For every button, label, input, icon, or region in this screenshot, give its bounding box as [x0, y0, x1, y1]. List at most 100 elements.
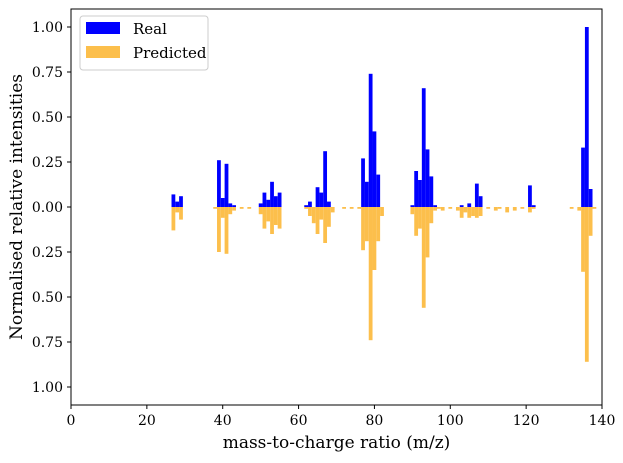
predicted-bar-mz-66 [319, 207, 324, 220]
predicted-bar-mz-113 [497, 207, 502, 209]
predicted-bar-mz-119 [520, 207, 525, 209]
y-axis-ticks: 1.00 0.75 0.50 0.25 0.00 0.25 0.50 0.75 1.00 [32, 20, 71, 396]
predicted-bar-mz-93 [421, 207, 426, 308]
real-bar-mz-93 [421, 88, 426, 207]
predicted-bar-mz-79 [368, 207, 373, 341]
plot-frame [70, 8, 603, 406]
predicted-bar-mz-40 [220, 207, 225, 218]
predicted-bar-mz-90 [410, 207, 415, 215]
predicted-bar-mz-91 [414, 207, 419, 236]
predicted-bar-mz-55 [277, 207, 282, 229]
predicted-bar-mz-117 [512, 207, 517, 211]
y-tick-label: 0.50 [32, 110, 63, 126]
y-tick-label: 0.25 [32, 155, 63, 171]
y-tick-label: 0.50 [32, 290, 63, 306]
predicted-bar-mz-41 [224, 207, 229, 254]
real-bar-mz-27 [171, 194, 176, 207]
predicted-bar-mz-39 [217, 207, 221, 252]
x-tick-label: 80 [366, 413, 384, 429]
x-axis-title: mass-to-charge ratio (m/z) [223, 433, 451, 453]
predicted-bar-mz-122 [531, 207, 536, 209]
predicted-bar-mz-115 [505, 207, 510, 213]
x-tick-label: 100 [437, 413, 464, 429]
predicted-bar-mz-45 [239, 207, 244, 209]
real-bar-mz-121 [528, 185, 532, 207]
predicted-bar-mz-98 [440, 207, 445, 211]
predicted-bar-mz-42 [228, 207, 233, 215]
real-bar-mz-136 [584, 27, 589, 207]
real-bar-mz-80 [372, 131, 377, 207]
real-bar-mz-90 [410, 205, 415, 207]
predicted-bar-mz-81 [376, 207, 381, 242]
predicted-bar-mz-51 [262, 207, 267, 229]
y-tick-label: 1.00 [32, 380, 63, 396]
legend: Real Predicted [79, 15, 209, 71]
x-tick-label: 40 [214, 413, 232, 429]
real-bar-mz-51 [262, 192, 267, 207]
predicted-bar-mz-76 [357, 207, 362, 209]
predicted-bar-mz-102 [455, 207, 460, 211]
predicted-bar-mz-43 [232, 207, 236, 211]
x-tick-label: 0 [67, 413, 76, 429]
predicted-bar-mz-137 [588, 207, 593, 236]
real-bar-mz-81 [376, 174, 381, 207]
real-bar-mz-63 [308, 201, 312, 207]
predicted-bar-mz-82 [380, 207, 384, 216]
predicted-bar-mz-53 [270, 207, 274, 234]
real-bar-mz-53 [270, 181, 274, 207]
y-tick-label: 0.75 [32, 335, 63, 351]
predicted-bar-mz-74 [349, 207, 354, 209]
predicted-bar-mz-103 [459, 207, 464, 218]
real-bar-mz-94 [425, 149, 430, 207]
predicted-bar-mz-92 [418, 207, 422, 229]
real-bar-mz-103 [459, 205, 464, 207]
predicted-bar-mz-62 [304, 207, 309, 209]
predicted-bar-mz-50 [258, 207, 263, 215]
real-bar-mz-52 [266, 199, 271, 207]
predicted-bar-mz-136 [584, 207, 589, 362]
predicted-bar-mz-110 [486, 207, 491, 209]
predicted-bar-mz-77 [361, 207, 365, 251]
real-bar-mz-91 [414, 171, 419, 207]
predicted-bar-mz-132 [569, 207, 574, 209]
real-bar-mz-137 [588, 189, 593, 207]
y-tick-label: 0.75 [32, 65, 63, 81]
plot-area [171, 27, 597, 362]
predicted-bar-mz-108 [478, 207, 483, 216]
x-tick-label: 140 [589, 413, 616, 429]
predicted-bar-mz-95 [429, 207, 434, 224]
predicted-bar-mz-135 [581, 207, 585, 272]
predicted-bar-mz-63 [308, 207, 312, 216]
predicted-bar-mz-80 [372, 207, 377, 270]
real-bar-mz-105 [467, 203, 472, 207]
predicted-bar-mz-106 [471, 207, 475, 216]
real-bar-mz-67 [323, 151, 328, 207]
real-bars [171, 27, 593, 207]
real-bar-mz-95 [429, 176, 434, 207]
real-bar-mz-79 [368, 73, 373, 207]
real-bar-mz-78 [364, 181, 369, 207]
predicted-bar-mz-97 [437, 207, 441, 209]
predicted-bar-mz-94 [425, 207, 430, 258]
predicted-bar-mz-112 [493, 207, 498, 211]
real-bar-mz-92 [418, 180, 422, 207]
real-bar-mz-122 [531, 205, 536, 207]
real-bar-mz-42 [228, 203, 233, 207]
predicted-bar-mz-67 [323, 207, 328, 243]
predicted-bar-mz-68 [327, 207, 331, 227]
legend-swatch-real [86, 22, 120, 34]
predicted-bar-mz-64 [311, 207, 316, 224]
x-tick-label: 60 [290, 413, 308, 429]
real-bar-mz-77 [361, 158, 365, 207]
real-bar-mz-40 [220, 198, 225, 207]
real-bar-mz-68 [327, 201, 331, 207]
predicted-bar-mz-38 [213, 207, 218, 209]
predicted-bar-mz-105 [467, 207, 472, 218]
predicted-bar-mz-54 [273, 207, 278, 225]
real-bar-mz-29 [179, 196, 183, 207]
real-bar-mz-62 [304, 205, 309, 207]
predicted-bar-mz-65 [315, 207, 320, 234]
y-tick-label: 1.00 [32, 20, 63, 36]
legend-label-predicted: Predicted [133, 44, 207, 62]
